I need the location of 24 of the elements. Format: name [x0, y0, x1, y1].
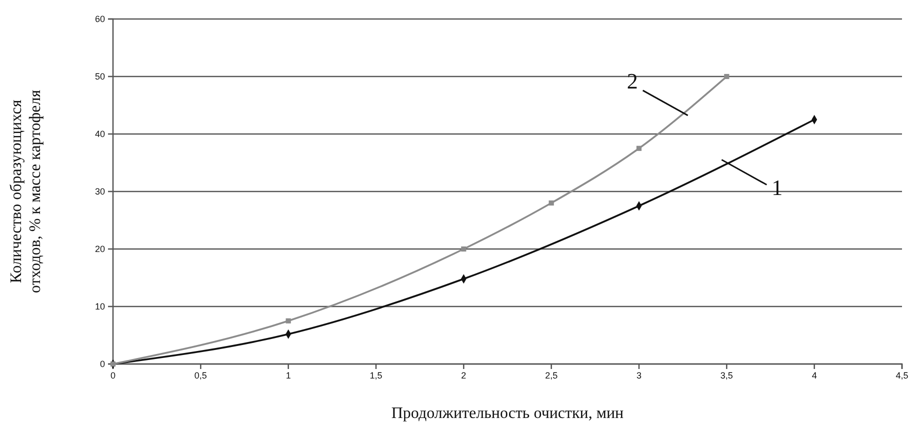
x-tick-label: 0,5 — [194, 370, 207, 380]
x-tick-label: 2,5 — [545, 370, 558, 380]
y-tick-label: 0 — [100, 358, 105, 369]
point — [636, 146, 642, 151]
x-axis-title: Продолжительность очистки, мин — [391, 405, 624, 422]
x-tick-label: 3,5 — [720, 370, 733, 380]
x-tick-label: 3 — [636, 370, 642, 380]
point — [461, 246, 466, 252]
x-tick-label: 4 — [812, 370, 817, 380]
x-tick-label: 1 — [286, 370, 291, 380]
y-tick-label: 10 — [94, 301, 105, 312]
y-tick-label: 60 — [94, 14, 105, 24]
point — [286, 318, 291, 324]
x-tick-label: 0 — [110, 370, 116, 380]
y-tick-label: 30 — [94, 186, 105, 196]
x-tick-label: 1,5 — [370, 370, 382, 380]
y-tick-label: 40 — [94, 128, 105, 139]
y-tick-label: 50 — [94, 71, 105, 82]
y-tick-label: 20 — [94, 244, 105, 254]
x-tick-label: 4,5 — [896, 370, 908, 380]
y-axis-title: Количество образующихся отходов, % к массе картофеля — [8, 89, 44, 294]
x-tick-label: 2 — [461, 370, 466, 380]
point — [724, 74, 730, 80]
point — [548, 200, 554, 206]
